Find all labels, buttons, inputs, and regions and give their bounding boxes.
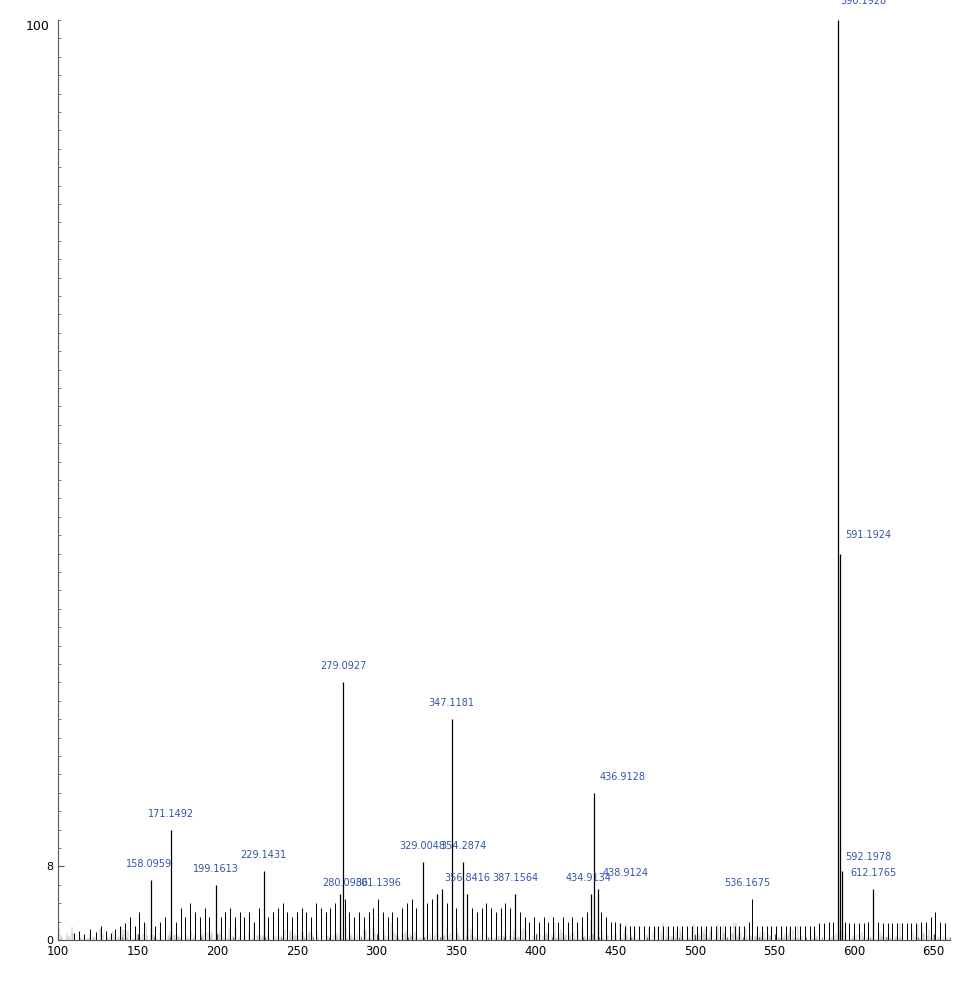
Text: 279.0927: 279.0927 xyxy=(320,661,366,671)
Text: 100: 100 xyxy=(25,20,49,33)
Text: 301.1396: 301.1396 xyxy=(356,878,401,888)
Text: 536.1675: 536.1675 xyxy=(725,878,770,888)
Text: 436.9128: 436.9128 xyxy=(599,772,645,782)
Text: 199.1613: 199.1613 xyxy=(193,864,239,874)
Text: 438.9124: 438.9124 xyxy=(603,868,648,878)
Text: 229.1431: 229.1431 xyxy=(240,850,287,860)
Text: 347.1181: 347.1181 xyxy=(428,698,475,708)
Text: 434.9134: 434.9134 xyxy=(565,873,611,883)
Text: 591.1924: 591.1924 xyxy=(845,530,891,540)
Text: 612.1765: 612.1765 xyxy=(851,868,896,878)
Text: 171.1492: 171.1492 xyxy=(148,809,195,819)
Text: 354.2874: 354.2874 xyxy=(440,841,486,851)
Text: 356.8416: 356.8416 xyxy=(444,873,490,883)
Text: 387.1564: 387.1564 xyxy=(492,873,539,883)
Text: 329.0048: 329.0048 xyxy=(399,841,446,851)
Text: 590.1928: 590.1928 xyxy=(840,0,887,6)
Text: 592.1978: 592.1978 xyxy=(845,852,891,862)
Text: 158.0959: 158.0959 xyxy=(126,859,172,869)
Text: 280.0986: 280.0986 xyxy=(322,878,368,888)
